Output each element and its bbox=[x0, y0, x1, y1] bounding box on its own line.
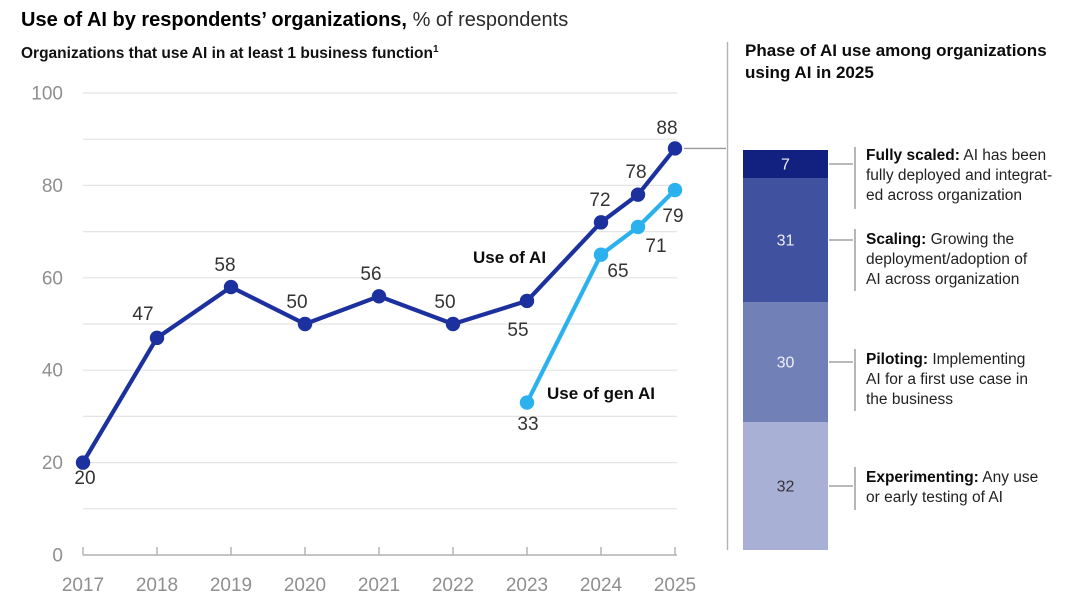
use-of-gen-ai-line bbox=[524, 187, 678, 405]
phase-term: Fully scaled: bbox=[866, 147, 960, 164]
bar-segment bbox=[743, 178, 828, 302]
data-point bbox=[149, 330, 165, 346]
data-point bbox=[630, 219, 646, 235]
data-point bbox=[519, 395, 535, 410]
series-label-use-of-ai: Use of AI bbox=[473, 248, 547, 267]
data-label: 50 bbox=[434, 292, 455, 313]
x-tick-label: 2021 bbox=[358, 575, 400, 596]
data-label: 71 bbox=[645, 236, 666, 257]
x-tick-label: 2022 bbox=[432, 575, 474, 596]
y-tick-label: 80 bbox=[42, 176, 63, 197]
phase-label-experimenting: Experimenting: Any use or early testing … bbox=[866, 469, 1039, 506]
data-label: 55 bbox=[507, 320, 528, 341]
x-tick-label: 2020 bbox=[284, 575, 326, 596]
bar-segment-value: 32 bbox=[777, 479, 795, 496]
data-label: 79 bbox=[662, 206, 683, 227]
bar-segment bbox=[743, 422, 828, 550]
x-tick-label: 2024 bbox=[580, 575, 623, 596]
data-point bbox=[297, 316, 313, 332]
x-tick-label: 2025 bbox=[654, 575, 696, 596]
phase-label-fully-scaled: Fully scaled: AI has been fully deployed… bbox=[866, 147, 1053, 204]
phase-term: Experimenting: bbox=[866, 469, 979, 486]
data-label: 78 bbox=[625, 162, 646, 183]
panel-title: Phase of AI use among organizations usin… bbox=[745, 41, 1047, 82]
data-label: 65 bbox=[607, 261, 628, 282]
bar-segment-value: 7 bbox=[781, 157, 790, 174]
page-title-bold: Use of AI by respondents’ organizations, bbox=[21, 9, 407, 31]
series-label-use-of-gen-ai: Use of gen AI bbox=[547, 384, 655, 403]
y-tick-label: 100 bbox=[31, 84, 63, 105]
data-point bbox=[630, 187, 646, 202]
chart-title: Organizations that use AI in at least 1 … bbox=[21, 44, 439, 63]
data-label: 72 bbox=[589, 190, 610, 211]
bar-segment-value: 31 bbox=[777, 233, 795, 250]
phase-term: Scaling: bbox=[866, 231, 927, 248]
page-title-suffix: % of respondents bbox=[412, 9, 569, 31]
x-tick-label: 2023 bbox=[506, 575, 548, 596]
y-tick-label: 20 bbox=[42, 453, 63, 474]
data-label: 33 bbox=[517, 414, 538, 435]
data-label: 88 bbox=[656, 118, 677, 139]
phase-label-scaling: Scaling: Growing the deployment/adoption… bbox=[866, 231, 1028, 288]
bar-segment-value: 30 bbox=[777, 355, 795, 372]
data-point bbox=[593, 215, 609, 230]
bar-segment bbox=[743, 302, 828, 422]
x-tick-label: 2018 bbox=[136, 575, 178, 596]
data-point bbox=[667, 141, 683, 156]
y-tick-label: 0 bbox=[52, 546, 63, 567]
data-label: 50 bbox=[286, 292, 307, 313]
data-point bbox=[593, 247, 609, 262]
data-point bbox=[667, 182, 683, 198]
data-label: 20 bbox=[74, 468, 95, 489]
phase-term: Piloting: bbox=[866, 351, 928, 368]
use-of-ai-line bbox=[80, 146, 678, 465]
x-tick-label: 2017 bbox=[62, 575, 104, 596]
phase-label-piloting: Piloting: Implementing AI for a first us… bbox=[866, 351, 1028, 408]
bar-segment bbox=[743, 150, 828, 178]
data-point bbox=[371, 289, 387, 304]
data-point bbox=[519, 293, 535, 309]
y-tick-label: 60 bbox=[42, 268, 63, 289]
data-label: 58 bbox=[214, 255, 235, 276]
data-point bbox=[445, 316, 461, 332]
data-label: 56 bbox=[360, 264, 381, 285]
data-label: 47 bbox=[132, 304, 153, 325]
x-tick-label: 2019 bbox=[210, 575, 252, 596]
data-point bbox=[75, 455, 91, 470]
footnote-marker: 1 bbox=[432, 44, 439, 55]
data-point bbox=[223, 279, 239, 295]
y-tick-label: 40 bbox=[42, 361, 63, 382]
page-title: Use of AI by respondents’ organizations,… bbox=[21, 8, 568, 32]
